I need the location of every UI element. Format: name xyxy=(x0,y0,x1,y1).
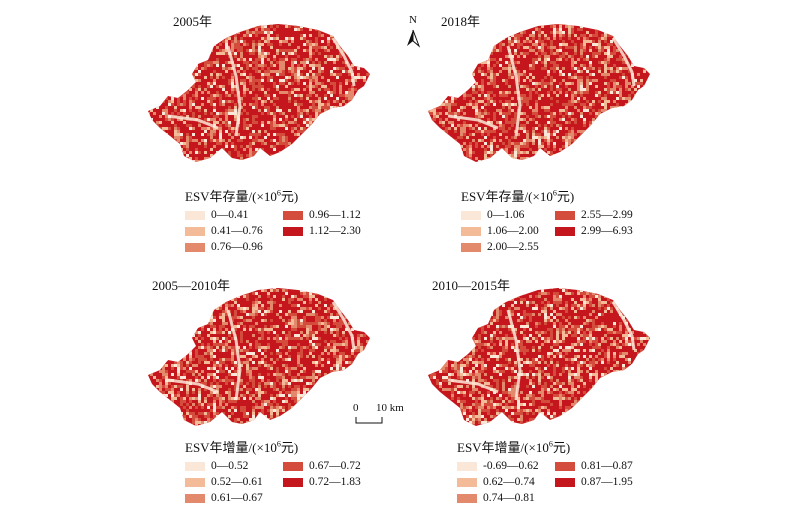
legend-swatch xyxy=(185,242,205,252)
legend-item: 0.96—1.12 xyxy=(283,208,361,222)
legend-item: 0.67—0.72 xyxy=(283,459,361,473)
legend-title-2005: ESV年存量/(×106元) xyxy=(185,188,299,204)
legend-item: 0.62—0.74 xyxy=(457,475,535,489)
legend-swatch xyxy=(461,210,481,220)
legend-item: 2.99—6.93 xyxy=(555,224,633,238)
legend-swatch xyxy=(283,477,303,487)
legend-swatch xyxy=(555,461,575,471)
legend-swatch xyxy=(283,461,303,471)
legend-title-2005-2010: ESV年增量/(×106元) xyxy=(185,439,299,455)
legend-swatch xyxy=(457,493,477,503)
panel-title-2010-2015: 2010—2015年 xyxy=(432,278,511,293)
legend-item: 0.74—0.81 xyxy=(457,491,535,505)
legend-item: 0.76—0.96 xyxy=(185,240,263,254)
legend-title-2018: ESV年存量/(×106元) xyxy=(461,188,575,204)
esv-map-2018 xyxy=(428,24,650,162)
legend-item: 2.00—2.55 xyxy=(461,240,539,254)
esv-map-2010-2015 xyxy=(428,288,650,426)
legend-swatch xyxy=(461,242,481,252)
legend-item: 0.41—0.76 xyxy=(185,224,263,238)
legend-item: 2.55—2.99 xyxy=(555,208,633,222)
legend-item: 0.81—0.87 xyxy=(555,459,633,473)
legend-swatch xyxy=(457,461,477,471)
legend-title-2010-2015: ESV年增量/(×106元) xyxy=(457,439,571,455)
panel-title-2005-2010: 2005—2010年 xyxy=(152,278,231,293)
esv-map-2005-2010 xyxy=(148,288,370,426)
legend-item: 0—1.06 xyxy=(461,208,524,222)
legend-swatch xyxy=(185,493,205,503)
legend-item: 0.52—0.61 xyxy=(185,475,263,489)
legend-swatch xyxy=(555,477,575,487)
legend-swatch xyxy=(555,210,575,220)
legend-item: 0.87—1.95 xyxy=(555,475,633,489)
legend-item: 0—0.52 xyxy=(185,459,248,473)
scale-bar: 0 10 km xyxy=(353,402,433,432)
legend-item: 0.61—0.67 xyxy=(185,491,263,505)
legend-swatch xyxy=(185,226,205,236)
legend-item: 1.06—2.00 xyxy=(461,224,539,238)
legend-swatch xyxy=(555,226,575,236)
legend-item: 0.72—1.83 xyxy=(283,475,361,489)
legend-swatch xyxy=(283,226,303,236)
esv-map-2005 xyxy=(148,24,370,162)
legend-item: 1.12—2.30 xyxy=(283,224,361,238)
legend-swatch xyxy=(185,477,205,487)
north-arrow-icon xyxy=(407,29,421,48)
legend-swatch xyxy=(461,226,481,236)
legend-swatch xyxy=(457,477,477,487)
legend-swatch xyxy=(185,461,205,471)
legend-swatch xyxy=(283,210,303,220)
panel-title-2005: 2005年 xyxy=(173,14,213,29)
scale-bar-line xyxy=(355,417,383,424)
legend-item: 0—0.41 xyxy=(185,208,248,222)
scale-bar-distance: 10 km xyxy=(376,402,404,414)
north-arrow-label: N xyxy=(409,14,417,26)
scale-bar-zero: 0 xyxy=(353,402,359,414)
panel-title-2018: 2018年 xyxy=(441,14,481,29)
legend-swatch xyxy=(185,210,205,220)
legend-item: -0.69—0.62 xyxy=(457,459,539,473)
